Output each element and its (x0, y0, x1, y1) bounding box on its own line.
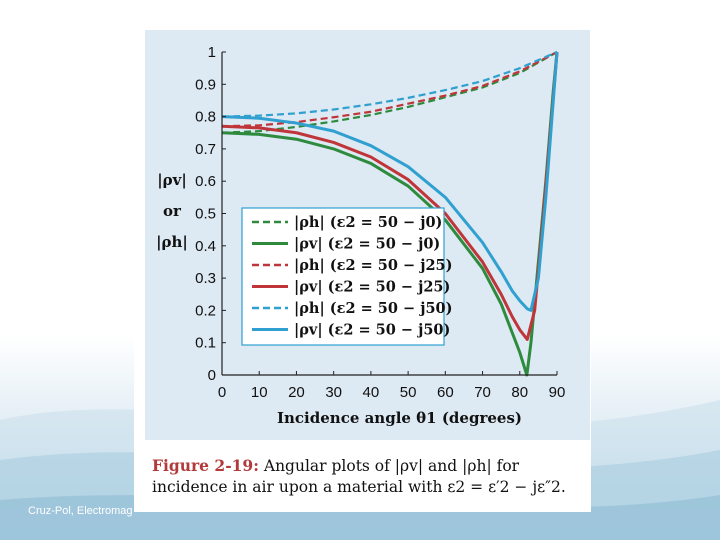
legend-label: |ρh| (ε2 = 50 − j0) (294, 214, 442, 231)
y-axis-label-line: |ρv| (157, 171, 187, 189)
x-tick-label: 30 (325, 384, 342, 401)
y-axis-label-line: or (163, 202, 182, 220)
y-tick-label: 0.8 (195, 109, 216, 126)
y-tick-label: 0.7 (195, 141, 216, 158)
x-tick-label: 40 (363, 384, 380, 401)
x-tick-label: 10 (251, 384, 268, 401)
figure-label: Figure 2-19: (152, 456, 259, 475)
legend-label: |ρh| (ε2 = 50 − j50) (294, 300, 453, 317)
footer-author-text: Cruz-Pol, Electromag (28, 505, 133, 517)
legend-label: |ρh| (ε2 = 50 − j25) (294, 257, 453, 274)
legend-box (241, 207, 445, 346)
x-axis-label: Incidence angle θ1 (degrees) (277, 409, 522, 427)
legend-label: |ρv| (ε2 = 50 − j25) (294, 279, 450, 296)
legend-label: |ρv| (ε2 = 50 − j50) (294, 322, 450, 339)
y-tick-label: 1 (208, 44, 216, 61)
x-tick-label: 90 (549, 384, 566, 401)
y-tick-label: 0.5 (195, 206, 216, 223)
y-tick-label: 0 (208, 367, 216, 384)
figure-caption: Figure 2-19: Angular plots of |ρv| and |… (152, 455, 582, 498)
legend-label: |ρv| (ε2 = 50 − j0) (294, 236, 440, 253)
y-tick-label: 0.6 (195, 173, 216, 190)
x-tick-label: 0 (218, 384, 226, 401)
y-tick-label: 0.9 (195, 76, 216, 93)
series-line-5 (221, 51, 559, 312)
figure-caption-text: Angular plots of |ρv| and |ρh| for incid… (152, 457, 566, 496)
y-axis-label-line: |ρh| (156, 233, 188, 251)
x-tick-label: 70 (474, 384, 491, 401)
y-tick-label: 0.3 (195, 270, 216, 287)
x-tick-label: 50 (400, 384, 417, 401)
y-tick-label: 0.2 (195, 302, 216, 319)
series-line-2 (221, 51, 558, 128)
y-tick-label: 0.1 (195, 335, 216, 352)
x-tick-label: 60 (437, 384, 454, 401)
y-tick-label: 0.4 (195, 238, 216, 255)
x-tick-label: 80 (511, 384, 528, 401)
series-line-4 (221, 50, 558, 118)
x-tick-label: 20 (288, 384, 305, 401)
reflection-coefficient-chart: 0 10 20 30 40 50 60 70 80 90 0 0.1 0.2 0.3 0.4 0.5 0.6 0.… (156, 44, 566, 427)
